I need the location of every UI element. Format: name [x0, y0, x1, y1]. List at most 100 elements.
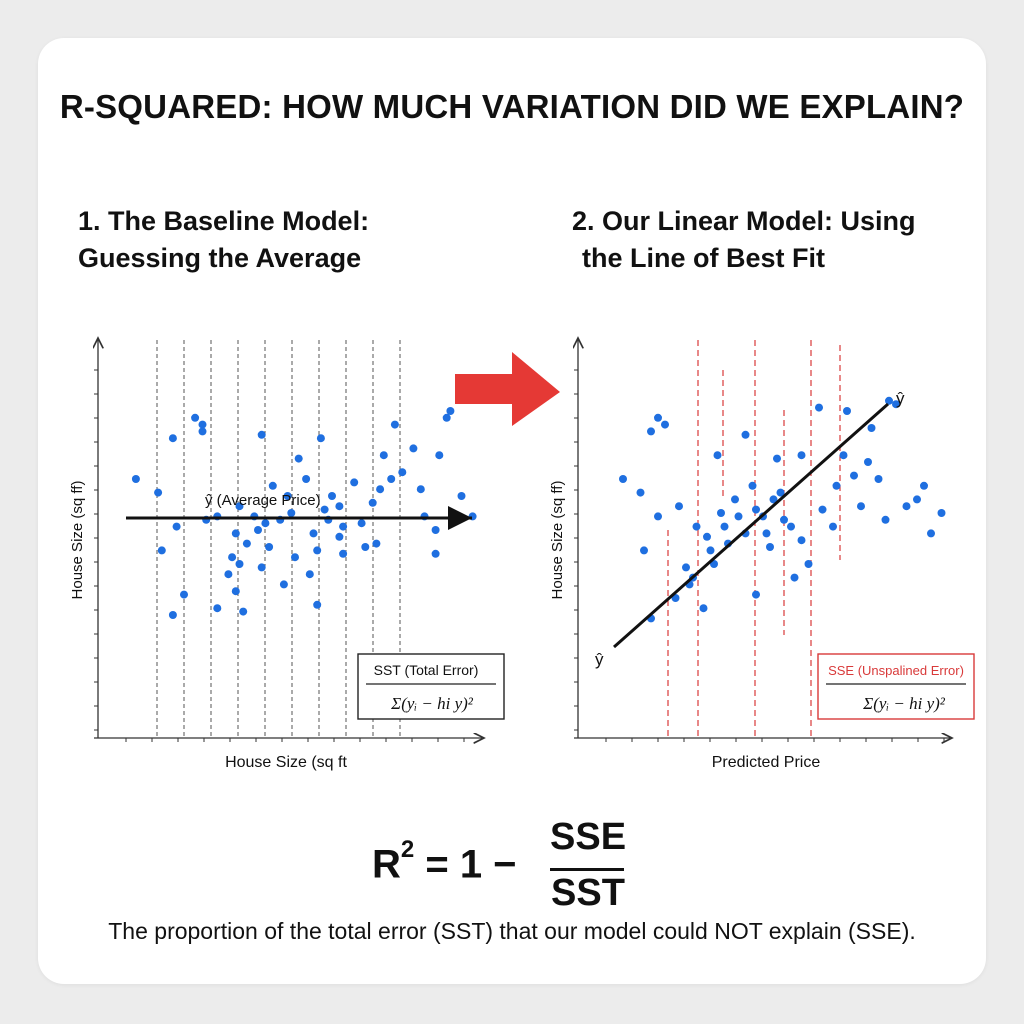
sst-box-formula: Σ(yᵢ − hi y)²	[390, 694, 474, 713]
data-point	[376, 485, 385, 494]
sst-box	[357, 653, 505, 720]
data-point	[224, 570, 233, 579]
data-point	[254, 526, 262, 534]
data-point	[797, 536, 806, 545]
data-point	[357, 519, 366, 528]
data-point	[675, 502, 683, 511]
data-point	[320, 505, 329, 514]
data-point	[431, 526, 440, 534]
right-residual-lines	[667, 340, 841, 736]
right-data-points	[619, 396, 946, 623]
data-point	[832, 481, 841, 490]
data-point	[636, 488, 645, 497]
data-point	[387, 475, 396, 483]
regression-line-label-bottom: ŷ	[595, 650, 604, 669]
data-point	[446, 407, 455, 415]
data-point	[313, 600, 322, 609]
regression-line-label-top: ŷ	[896, 389, 905, 408]
main-title: R-SQUARED: HOW MUCH VARIATION DID WE EXP…	[59, 88, 965, 125]
data-point	[231, 587, 240, 596]
data-point	[265, 543, 274, 551]
data-point	[131, 475, 140, 483]
data-point	[191, 413, 200, 422]
data-point	[790, 573, 799, 582]
formula-lhs: R2 = 1 −	[372, 836, 517, 887]
sse-box-title: SSE (Unspalined Error)	[828, 663, 964, 678]
data-point	[892, 400, 900, 409]
data-point	[257, 430, 266, 439]
data-point	[279, 580, 288, 589]
formula-denominator: SST	[551, 872, 625, 914]
data-point	[818, 505, 827, 514]
data-point	[867, 424, 876, 432]
left-panel-title: 1. The Baseline Model: Guessing the Aver…	[78, 203, 438, 277]
data-point	[198, 427, 207, 436]
left-panel-title-line2: Guessing the Average	[78, 243, 362, 273]
data-point	[850, 471, 858, 480]
data-point	[717, 509, 725, 517]
linear-model-scatter-chart: ŷ ŷ House Size (sq ff) Predicted Price S…	[549, 338, 975, 771]
data-point	[457, 492, 466, 500]
data-point	[682, 563, 690, 572]
data-point	[372, 539, 381, 548]
data-point	[261, 519, 270, 528]
left-vertical-gridlines	[156, 340, 401, 736]
data-point	[431, 549, 440, 558]
data-point	[881, 515, 890, 524]
formula-fraction-bar	[550, 868, 624, 871]
data-point	[654, 512, 662, 521]
data-point	[435, 451, 444, 460]
data-point	[309, 529, 318, 538]
data-point	[885, 396, 893, 405]
left-panel-title-line1: 1. The Baseline Model:	[78, 206, 370, 236]
data-point	[328, 492, 336, 500]
data-point	[748, 481, 757, 490]
data-point	[766, 543, 774, 551]
data-point	[699, 604, 708, 613]
data-point	[741, 430, 750, 439]
data-point	[731, 495, 739, 504]
data-point	[661, 420, 669, 429]
transition-arrow	[455, 352, 560, 426]
data-point	[773, 454, 781, 463]
data-point	[804, 560, 813, 568]
data-point	[937, 509, 946, 517]
data-point	[416, 485, 425, 494]
data-point	[797, 451, 806, 460]
data-point	[305, 570, 314, 579]
right-panel-title-line1: 2. Our Linear Model: Using	[572, 206, 916, 236]
formula-numerator: SSE	[550, 816, 627, 858]
data-point	[815, 403, 823, 412]
data-point	[619, 475, 627, 483]
right-panel-title: 2. Our Linear Model: Using the Line of B…	[572, 203, 952, 277]
data-point	[720, 522, 729, 531]
data-point	[829, 522, 837, 531]
data-point	[752, 590, 760, 599]
caption: The proportion of the total error (SST) …	[108, 918, 916, 944]
data-point	[235, 502, 244, 511]
left-data-points	[131, 407, 477, 619]
data-point	[920, 481, 928, 490]
sse-box	[817, 653, 975, 720]
data-point	[291, 553, 299, 562]
data-point	[927, 529, 935, 538]
data-point	[734, 512, 743, 521]
data-point	[168, 434, 177, 443]
data-point	[913, 495, 921, 504]
data-point	[769, 495, 778, 504]
data-point	[316, 434, 325, 443]
data-point	[398, 468, 407, 477]
data-point	[647, 427, 655, 436]
data-point	[154, 488, 163, 497]
data-point	[874, 475, 883, 483]
data-point	[283, 492, 292, 500]
data-point	[713, 451, 722, 460]
data-point	[235, 560, 244, 568]
data-point	[242, 539, 251, 548]
data-point	[231, 529, 240, 538]
mean-line-label: ŷ (Average Price)	[205, 492, 321, 509]
data-point	[361, 543, 370, 551]
data-point	[654, 413, 662, 422]
data-point	[157, 546, 166, 555]
